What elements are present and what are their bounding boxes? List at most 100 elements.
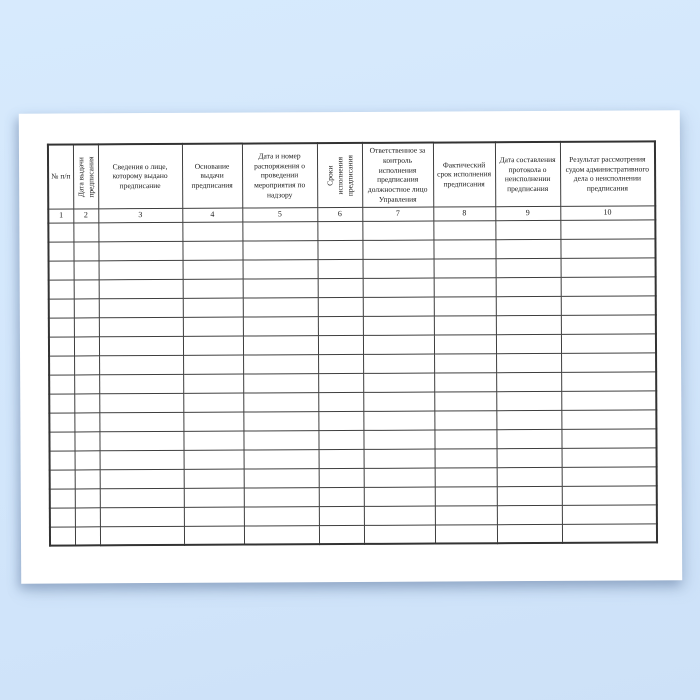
column-header-9: Дата составления протокола о неисполнени… [494,141,561,207]
table-cell [243,449,319,469]
table-cell [317,239,363,260]
table-cell [242,316,318,336]
table-cell [48,279,74,299]
table-cell [317,334,364,355]
table-cell [74,526,101,546]
table-cell [561,352,657,372]
table-cell [433,258,496,278]
table-cell [560,219,656,239]
table-cell [560,257,656,277]
column-header-7: Ответственное за контроль исполнения пре… [361,142,434,207]
table-cell [434,524,498,544]
table-cell [242,297,318,317]
table-cell [183,506,244,526]
table-cell [99,487,184,508]
table-cell [496,504,562,525]
table-cell [363,505,435,525]
table-cell [317,315,363,336]
table-cell [74,374,100,394]
register-table-container: № п/п Дата выдачи предписания Сведения о л… [46,140,659,547]
column-number-9: 9 [495,205,561,221]
table-cell [98,259,183,280]
table-cell [243,468,319,488]
table-cell [362,334,435,354]
column-number-1: 1 [48,208,74,223]
table-cell [495,333,562,354]
table-cell [183,468,244,488]
table-cell [98,221,183,242]
table-cell [242,335,319,355]
table-cell [561,390,657,410]
table-cell [73,279,99,299]
table-cell [318,410,364,431]
table-cell [495,276,561,297]
table-cell [363,410,435,430]
table-cell [74,450,100,470]
table-body [48,219,658,546]
table-cell [73,260,99,280]
table-cell [49,374,75,394]
table-cell [362,315,434,335]
column-number-4: 4 [182,207,243,222]
column-header-8: Фактический срок исполнения предписания [432,142,496,207]
table-cell [242,240,318,260]
table-cell [49,488,75,508]
table-cell [318,467,364,488]
table-cell [363,372,435,392]
table-cell [98,240,183,261]
table-cell [99,468,184,489]
table-cell [243,525,320,545]
column-number-6: 6 [317,206,363,222]
table-cell [318,372,364,393]
table-cell [318,448,364,469]
table-cell [182,316,243,336]
table-cell [496,371,562,392]
table-cell [318,486,364,507]
table-cell [243,354,319,374]
table-cell [434,410,497,430]
table-cell [317,296,363,317]
table-cell [362,239,434,259]
table-cell [183,373,244,393]
column-number-2: 2 [73,208,99,223]
table-cell [434,467,497,487]
table-cell [242,221,318,241]
table-cell [74,412,100,432]
table-cell [363,353,435,373]
table-cell [242,278,318,298]
table-cell [74,355,100,375]
table-cell [48,317,74,337]
table-cell [98,297,183,318]
column-number-5: 5 [242,207,318,222]
table-cell [496,428,562,449]
table-cell [362,277,434,297]
table-cell [318,353,364,374]
table-cell [49,526,76,546]
table-cell [99,411,184,432]
table-cell [73,298,99,318]
column-number-10: 10 [560,205,656,220]
table-cell [74,469,100,489]
table-cell [495,238,561,259]
table-cell [560,276,656,296]
table-cell [496,485,562,506]
table-cell [73,317,99,337]
table-cell [434,372,497,392]
table-cell [183,487,244,507]
table-cell [317,277,363,298]
vertical-header-text: Сроки исполнения предписания [324,154,354,196]
table-cell [183,449,244,469]
table-cell [49,393,75,413]
table-cell [183,354,244,374]
table-cell [74,431,100,451]
column-header-6: Сроки исполнения предписания [316,142,363,208]
table-cell [433,239,496,259]
table-cell [433,315,496,335]
table-cell [363,448,435,468]
table-cell [49,412,75,432]
table-cell [317,258,363,279]
table-cell [99,525,185,546]
table-cell [560,295,656,315]
table-cell [363,486,435,506]
table-cell [433,296,496,316]
